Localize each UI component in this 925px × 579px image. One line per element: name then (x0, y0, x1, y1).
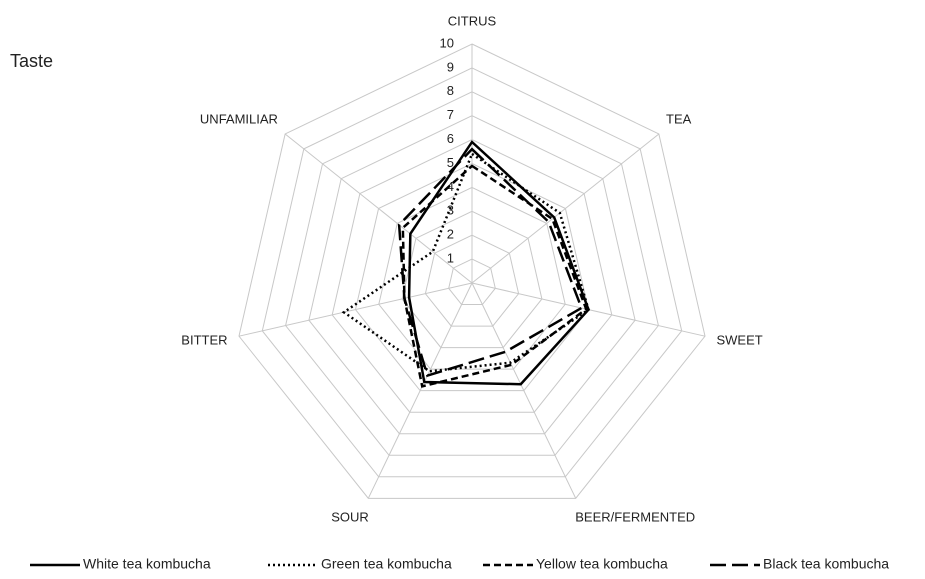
tick-label: 2 (447, 227, 454, 242)
grid-ring (308, 115, 636, 435)
spoke (238, 282, 473, 337)
grid-ring (285, 91, 659, 456)
spoke (471, 133, 660, 284)
axis-label: TEA (666, 112, 692, 127)
grid-ring (448, 258, 496, 306)
grid-ring (261, 67, 683, 478)
grid-ring (424, 234, 520, 327)
axis-label: BEER/FERMENTED (575, 510, 695, 525)
grid-ring (401, 210, 543, 349)
grid-ring (378, 186, 566, 370)
grid-ring (354, 162, 590, 392)
grid-ring (331, 139, 613, 413)
tick-label: 1 (447, 251, 454, 266)
series-line (407, 140, 590, 386)
spoke (367, 282, 473, 499)
series-line (397, 147, 584, 378)
axis-label: CITRUS (448, 13, 497, 28)
tick-label: 10 (440, 35, 454, 50)
spoke (471, 282, 577, 499)
legend-label: White tea kombucha (83, 556, 211, 572)
series-line (401, 164, 588, 388)
axis-label: UNFAMILIAR (200, 112, 278, 127)
tick-label: 3 (447, 203, 454, 218)
axis-label: SOUR (331, 510, 369, 525)
tick-label: 9 (447, 59, 454, 74)
grid-ring (238, 43, 706, 499)
axis-label: BITTER (181, 333, 227, 348)
spoke (284, 133, 473, 284)
legend-label: Black tea kombucha (763, 556, 889, 572)
axis-label: SWEET (716, 333, 762, 348)
tick-label: 6 (447, 131, 454, 146)
legend-label: Yellow tea kombucha (536, 556, 668, 572)
chart-title: Taste (10, 51, 53, 71)
tick-label: 8 (447, 83, 454, 98)
tick-label: 5 (447, 155, 454, 170)
legend-label: Green tea kombucha (321, 556, 452, 572)
series-line (341, 152, 590, 373)
tick-label: 7 (447, 107, 454, 122)
